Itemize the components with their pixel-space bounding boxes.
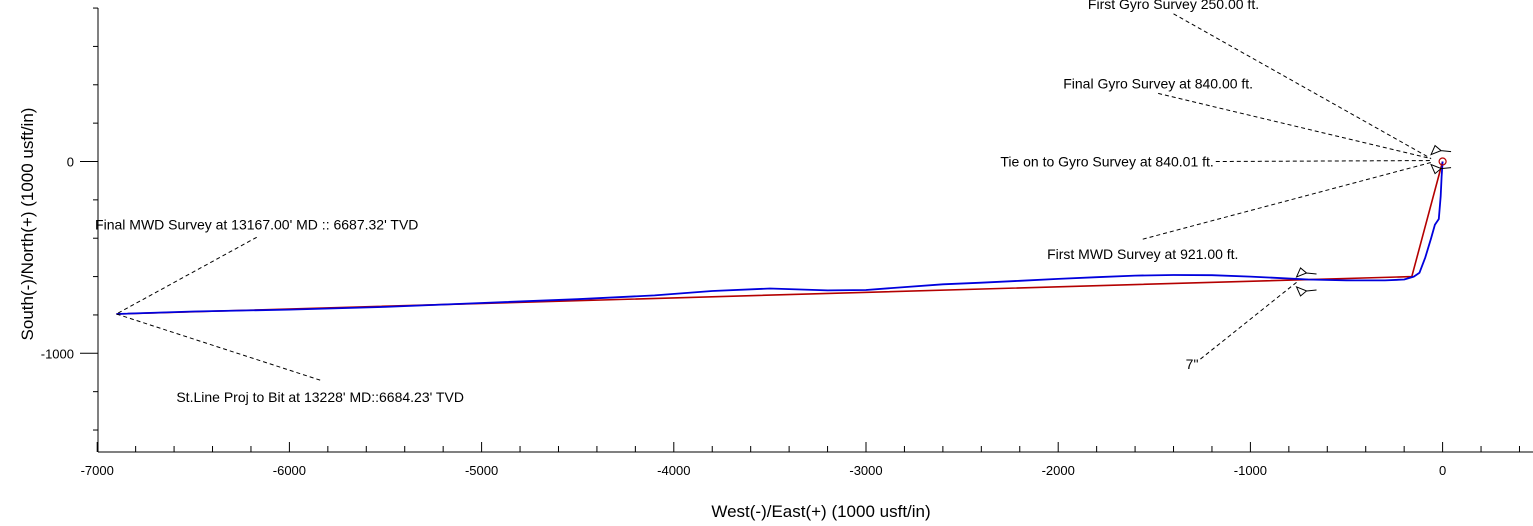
annotation-leader xyxy=(1200,281,1297,360)
series-line xyxy=(116,161,1444,315)
x-tick-label: -6000 xyxy=(273,463,306,478)
x-axis-label: West(-)/East(+) (1000 usft/in) xyxy=(711,502,930,521)
series-line xyxy=(116,161,1444,315)
annotation-leader xyxy=(1215,160,1432,162)
annotation-leader xyxy=(1173,13,1432,160)
survey-series xyxy=(116,144,1452,315)
chart-axes: -7000 -6000 -5000 -4000 -3000 -2000 -1000 0 0 -1… xyxy=(41,7,1533,478)
x-tick-label: -7000 xyxy=(81,463,114,478)
x-ticks: -7000 -6000 -5000 -4000 -3000 -2000 -1000 0 xyxy=(81,442,1520,478)
annotation-label: First MWD Survey at 921.00 ft. xyxy=(1047,246,1238,262)
annotation-label: Final MWD Survey at 13167.00' MD :: 6687… xyxy=(95,216,418,232)
annotation-label: Tie on to Gyro Survey at 840.01 ft. xyxy=(1000,154,1213,170)
annotation-leader xyxy=(1142,161,1432,240)
wellhead-marker xyxy=(1438,157,1447,166)
y-axis-label: South(-)/North(+) (1000 usft/in) xyxy=(18,108,37,341)
casing-marker-lower xyxy=(1295,286,1317,297)
annotation-label: First Gyro Survey 250.00 ft. xyxy=(1088,0,1259,12)
x-tick-label: -4000 xyxy=(657,463,690,478)
x-tick-label: 0 xyxy=(1439,463,1446,478)
annotation-label: Final Gyro Survey at 840.00 ft. xyxy=(1063,75,1253,91)
annotation-leader xyxy=(1158,92,1432,160)
casing-marker xyxy=(1430,144,1452,175)
casing-marker xyxy=(1295,267,1317,297)
annotations: First Gyro Survey 250.00 ft. Final Gyro S… xyxy=(95,0,1432,405)
casing-marker-lower xyxy=(1430,163,1452,175)
annotation-leader xyxy=(116,236,257,315)
annotation-label: 7" xyxy=(1186,356,1199,372)
y-tick-label: 0 xyxy=(67,155,74,170)
annotation-leader xyxy=(116,313,321,381)
casing-marker-upper xyxy=(1295,267,1317,278)
y-ticks: 0 -1000 xyxy=(41,7,98,431)
casing-marker-upper xyxy=(1430,144,1452,156)
y-tick-label: -1000 xyxy=(41,346,74,361)
x-tick-label: -5000 xyxy=(465,463,498,478)
x-tick-label: -3000 xyxy=(849,463,882,478)
x-tick-label: -1000 xyxy=(1234,463,1267,478)
annotation-label: St.Line Proj to Bit at 13228' MD::6684.2… xyxy=(176,389,464,405)
x-tick-label: -2000 xyxy=(1042,463,1075,478)
